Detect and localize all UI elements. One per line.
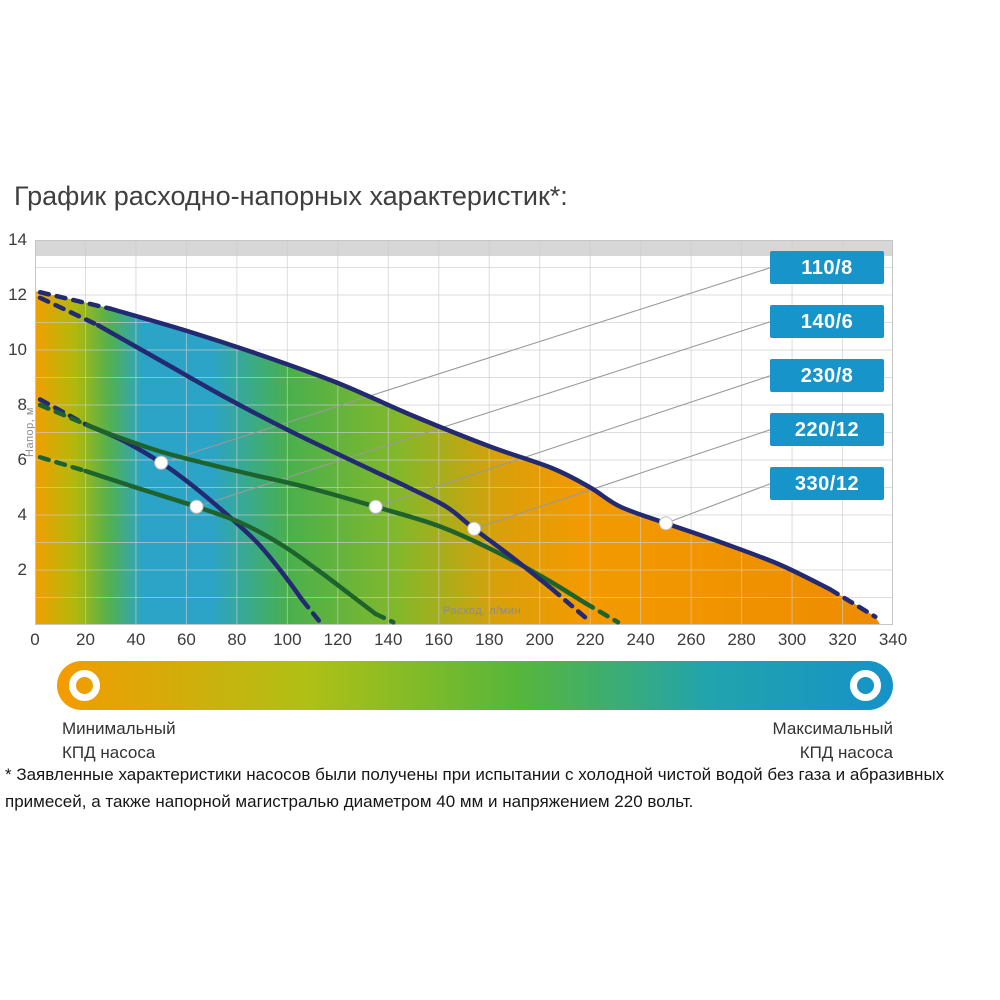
- callout-box-110/8: [770, 251, 884, 284]
- marker-220/12: [467, 521, 482, 536]
- curve-tail-110/8: [300, 598, 323, 625]
- callout-label-230/8: 230/8: [801, 365, 854, 387]
- curve-tail-220/12: [550, 587, 590, 622]
- marker-330/12: [658, 516, 673, 531]
- max-efficiency-marker-icon: [850, 670, 881, 701]
- curve-220/12: [95, 323, 555, 592]
- legend-min-line2: КПД насоса: [62, 743, 156, 762]
- x-tick-label: 100: [273, 630, 302, 649]
- legend-max-label: Максимальный КПД насоса: [773, 717, 893, 765]
- marker-140/6: [189, 499, 204, 514]
- legend-min-line1: Минимальный: [62, 719, 176, 738]
- y-tick-label: 6: [17, 450, 27, 469]
- y-tick-label: 4: [17, 505, 27, 524]
- x-tick-label: 240: [626, 630, 655, 649]
- callout-box-230/8: [770, 359, 884, 392]
- legend-min-label: Минимальный КПД насоса: [62, 717, 176, 765]
- y-tick-label: 10: [8, 340, 27, 359]
- min-efficiency-marker-icon: [69, 670, 100, 701]
- callout-label-220/12: 220/12: [795, 419, 859, 441]
- x-tick-label: 320: [828, 630, 857, 649]
- x-tick-label: 300: [777, 630, 807, 649]
- x-tick-label: 180: [475, 630, 504, 649]
- plot-border: [35, 240, 893, 625]
- efficiency-gradient-bar: [57, 661, 893, 710]
- curve-tail-330/12: [827, 587, 878, 619]
- x-tick-label: 60: [176, 630, 196, 649]
- x-tick-label: 340: [878, 630, 908, 649]
- leader-line-110/8: [161, 266, 772, 464]
- curve-head-140/6: [37, 455, 88, 474]
- gridlines: [35, 240, 893, 625]
- curve-tail-140/6: [373, 611, 396, 625]
- y-tick-label: 14: [8, 230, 27, 249]
- callout-label-140/6: 140/6: [801, 311, 854, 333]
- callout-box-220/12: [770, 413, 884, 446]
- x-tick-label: 280: [727, 630, 756, 649]
- leader-line-330/12: [665, 482, 772, 524]
- x-tick-label: 260: [676, 630, 706, 649]
- y-tick-label: 12: [8, 285, 27, 304]
- marker-110/8: [154, 455, 169, 470]
- legend-max-line2: КПД насоса: [799, 743, 893, 762]
- x-tick-label: 20: [76, 630, 95, 649]
- y-axis-ticks: 14 12 10 8 6 4 2: [0, 230, 30, 625]
- x-tick-label: 80: [227, 630, 247, 649]
- x-tick-label: 160: [424, 630, 453, 649]
- leader-line-220/12: [473, 428, 772, 530]
- curve-330/12: [108, 306, 833, 592]
- top-band: [35, 240, 893, 256]
- efficiency-region: [35, 291, 881, 625]
- pump-curves-chart: Расход, л/мин 110/8 140/6 230/8 220/12 330/12: [35, 240, 893, 625]
- x-tick-label: 220: [575, 630, 605, 649]
- leader-line-140/6: [196, 320, 772, 508]
- x-axis-ticks: 0 20 40 60 80 100 120 140 160 180 200 220 240 260 280 3…: [30, 630, 907, 652]
- x-tick-label: 120: [323, 630, 352, 649]
- curve-140/6: [83, 468, 378, 617]
- x-tick-label: 200: [525, 630, 554, 649]
- curve-tail-230/8: [582, 600, 621, 625]
- callout-label-330/12: 330/12: [795, 473, 859, 495]
- legend-max-line1: Максимальный: [772, 719, 893, 738]
- leader-line-230/8: [375, 374, 772, 508]
- x-axis-title: Расход, л/мин: [443, 605, 521, 617]
- marker-230/8: [368, 499, 383, 514]
- plot-area: Расход, л/мин 110/8 140/6 230/8 220/12 330/12: [35, 240, 893, 625]
- x-tick-label: 0: [30, 630, 40, 649]
- y-tick-label: 8: [17, 395, 27, 414]
- chart-title: График расходно-напорных характеристик*:: [14, 181, 568, 211]
- curve-head-220/12: [37, 295, 101, 328]
- callout-label-110/8: 110/8: [801, 257, 852, 279]
- curve-head-230/8: [37, 402, 101, 432]
- curve-head-330/12: [37, 290, 113, 311]
- y-tick-label: 2: [17, 560, 27, 579]
- footnote: * Заявленные характеристики насосов были…: [5, 765, 945, 811]
- callout-box-140/6: [770, 305, 884, 338]
- callout-box-330/12: [770, 467, 884, 500]
- x-tick-label: 140: [374, 630, 403, 649]
- x-tick-label: 40: [126, 630, 146, 649]
